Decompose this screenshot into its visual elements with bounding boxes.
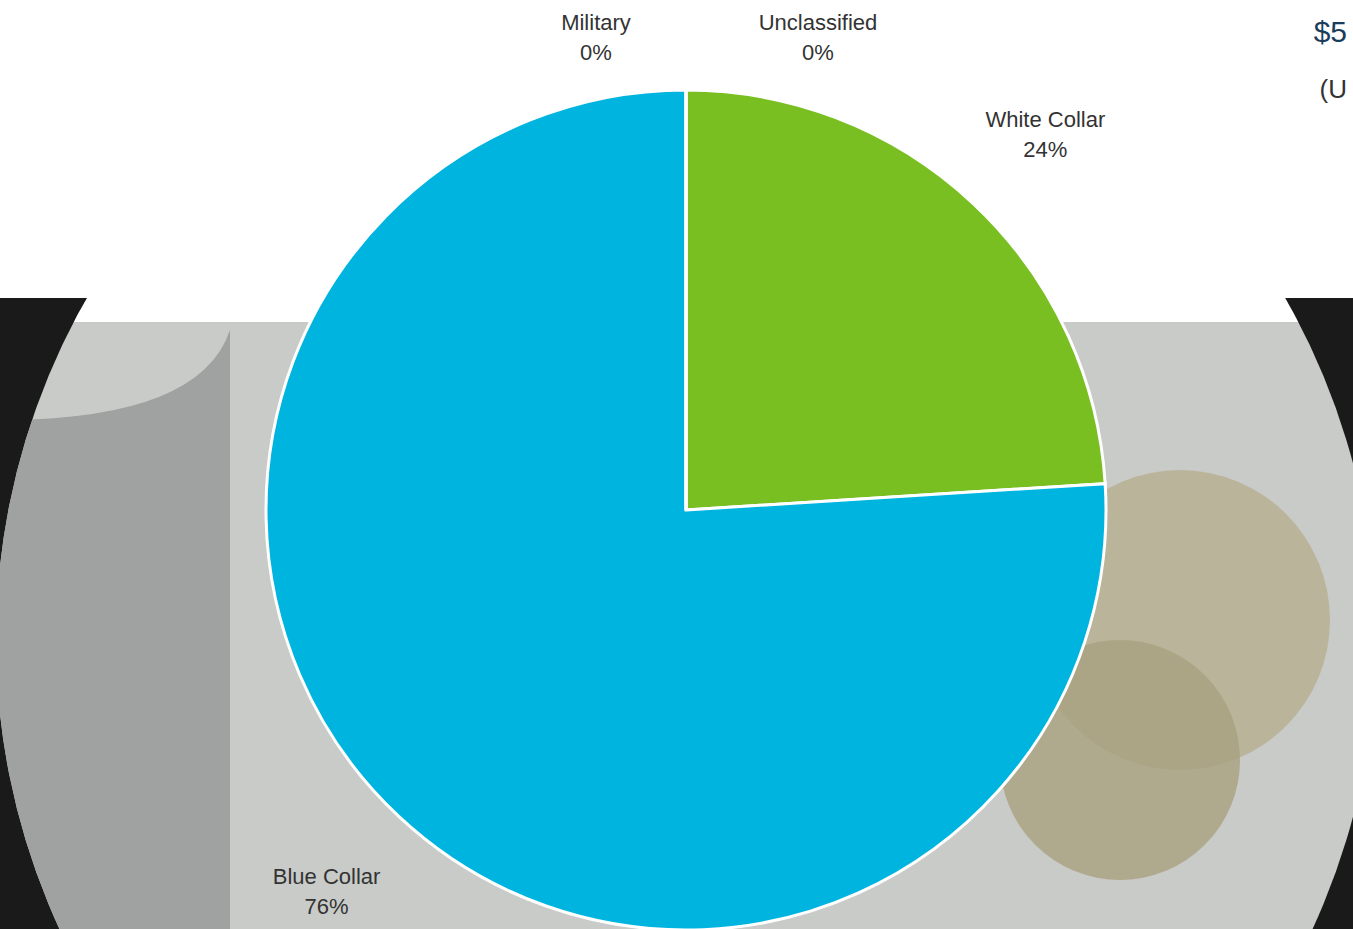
chart-root: White Collar 24% Blue Collar 76% Military 0% U… [0, 0, 1353, 929]
slice-value: 0% [802, 40, 834, 65]
annotations: $5 (U [1314, 15, 1347, 104]
slice-label: Unclassified [759, 10, 878, 35]
slice-value: 24% [1023, 137, 1067, 162]
pie-slice [685, 90, 688, 510]
pie [266, 90, 1106, 929]
slice-label: White Collar [985, 107, 1105, 132]
slice-value: 76% [305, 894, 349, 919]
slice-label: Blue Collar [273, 864, 381, 889]
pie-slice [266, 90, 1106, 929]
photo-group [0, 0, 1353, 929]
photo-shadow [0, 330, 230, 929]
pie-slice [685, 90, 688, 510]
annotation: $5 [1314, 15, 1347, 48]
annotation: (U [1320, 74, 1347, 104]
labels: White Collar 24% Blue Collar 76% Military 0% U… [273, 10, 1105, 919]
pie-slice [686, 90, 1105, 510]
background [0, 0, 1353, 929]
slice-value: 0% [580, 40, 612, 65]
chart-svg: White Collar 24% Blue Collar 76% Military 0% U… [0, 0, 1353, 929]
slice-label: Military [561, 10, 631, 35]
